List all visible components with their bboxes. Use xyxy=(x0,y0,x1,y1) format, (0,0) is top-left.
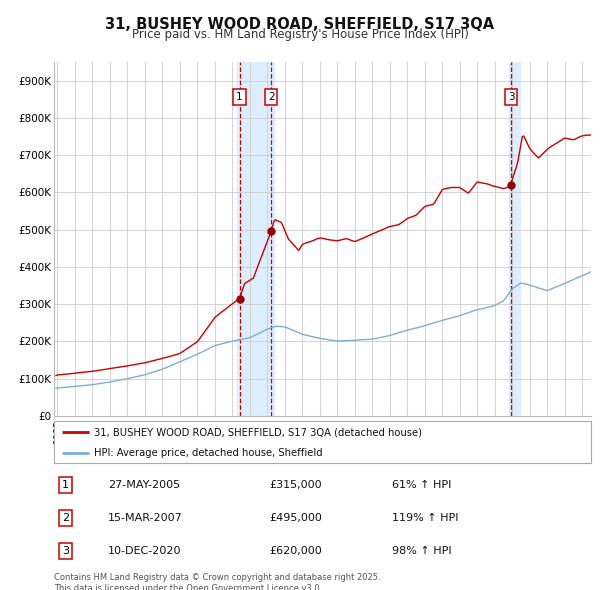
Text: HPI: Average price, detached house, Sheffield: HPI: Average price, detached house, Shef… xyxy=(94,448,323,457)
Text: 3: 3 xyxy=(62,546,70,556)
Text: 31, BUSHEY WOOD ROAD, SHEFFIELD, S17 3QA: 31, BUSHEY WOOD ROAD, SHEFFIELD, S17 3QA xyxy=(106,17,494,31)
Text: 15-MAR-2007: 15-MAR-2007 xyxy=(108,513,182,523)
Text: 98% ↑ HPI: 98% ↑ HPI xyxy=(392,546,452,556)
Text: 61% ↑ HPI: 61% ↑ HPI xyxy=(392,480,452,490)
Text: 1: 1 xyxy=(62,480,70,490)
Text: 31, BUSHEY WOOD ROAD, SHEFFIELD, S17 3QA (detached house): 31, BUSHEY WOOD ROAD, SHEFFIELD, S17 3QA… xyxy=(94,427,422,437)
Text: Contains HM Land Registry data © Crown copyright and database right 2025.
This d: Contains HM Land Registry data © Crown c… xyxy=(54,573,380,590)
Text: 119% ↑ HPI: 119% ↑ HPI xyxy=(392,513,459,523)
Text: 2: 2 xyxy=(268,93,274,102)
Bar xyxy=(509,62,520,416)
Text: Price paid vs. HM Land Registry's House Price Index (HPI): Price paid vs. HM Land Registry's House … xyxy=(131,28,469,41)
Text: £620,000: £620,000 xyxy=(269,546,322,556)
Text: 10-DEC-2020: 10-DEC-2020 xyxy=(108,546,181,556)
Text: £315,000: £315,000 xyxy=(269,480,322,490)
Bar xyxy=(237,62,274,416)
Text: £495,000: £495,000 xyxy=(269,513,322,523)
Text: 27-MAY-2005: 27-MAY-2005 xyxy=(108,480,180,490)
Text: 3: 3 xyxy=(508,93,515,102)
Text: 2: 2 xyxy=(62,513,70,523)
Text: 1: 1 xyxy=(236,93,243,102)
